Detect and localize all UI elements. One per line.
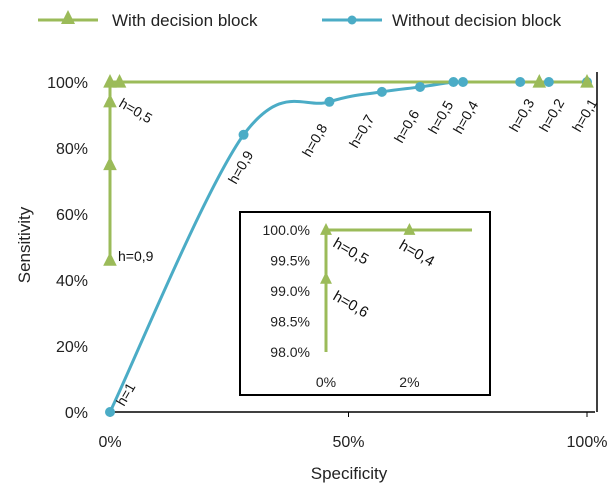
data-point-with-decision-block: [580, 74, 594, 88]
data-point-without-decision-block: [324, 96, 335, 107]
inset-data-point-with-decision-block: [403, 223, 416, 235]
data-point-without-decision-block: [448, 77, 459, 87]
legend-item-without-decision-block: Without decision block: [322, 11, 562, 30]
point-label-without-decision-block: h=0,6: [391, 107, 423, 146]
inset-y-tick-label: 98.5%: [270, 314, 310, 330]
y-axis-title: Sensitivity: [15, 206, 34, 283]
inset-y-tick-label: 99.0%: [270, 283, 310, 299]
y-tick-label: 100%: [47, 75, 88, 92]
inset-data-point-with-decision-block: [320, 271, 332, 284]
legend-circle-marker: [347, 15, 357, 25]
data-point-with-decision-block: [103, 156, 117, 171]
data-point-with-decision-block: [112, 74, 127, 88]
x-tick-label: 0%: [98, 434, 121, 451]
point-label-without-decision-block: h=0,4: [450, 98, 482, 137]
y-tick-label: 0%: [65, 405, 88, 422]
y-tick-label: 60%: [56, 207, 88, 224]
main-axis-ticks: 0% 20% 40% 60% 80% 100% 0% 50% 100%: [47, 72, 607, 451]
data-point-with-decision-block: [103, 252, 117, 266]
legend-item-with-decision-block: With decision block: [38, 10, 258, 30]
data-point-without-decision-block: [457, 77, 468, 87]
data-point-without-decision-block: [238, 129, 249, 140]
data-point-with-decision-block: [103, 93, 117, 108]
inset-y-tick-label: 99.5%: [270, 253, 310, 269]
data-point-with-decision-block: [103, 74, 117, 88]
legend-triangle-marker: [61, 10, 75, 24]
point-label-without-decision-block: h=0,1: [569, 96, 601, 135]
data-point-without-decision-block: [105, 407, 115, 417]
data-point-without-decision-block: [376, 86, 387, 97]
legend-label: With decision block: [112, 11, 258, 30]
inset-axis-ticks: 98.0% 98.5% 99.0% 99.5% 100.0% 0% 2%: [263, 222, 420, 390]
data-point-with-decision-block: [532, 74, 547, 88]
y-tick-label: 80%: [56, 141, 88, 158]
point-label-without-decision-block: h=1: [113, 380, 139, 409]
point-label-without-decision-block: h=0,7: [346, 112, 378, 151]
data-point-without-decision-block: [415, 81, 426, 92]
point-label-without-decision-block: h=0,9: [225, 148, 257, 187]
point-label-without-decision-block: h=0,2: [536, 96, 568, 135]
inset-y-tick-label: 100.0%: [263, 222, 310, 238]
x-tick-label: 50%: [332, 434, 364, 451]
legend-label: Without decision block: [392, 11, 562, 30]
point-label-with-decision-block: h=0,5: [117, 95, 156, 127]
legend: With decision block Without decision blo…: [38, 10, 562, 30]
data-point-without-decision-block: [543, 77, 554, 87]
data-point-without-decision-block: [515, 77, 526, 87]
x-tick-label: 100%: [567, 434, 608, 451]
inset-y-tick-label: 98.0%: [270, 344, 310, 360]
inset-x-tick-label: 2%: [399, 374, 419, 390]
inset-frame: [239, 211, 491, 396]
y-tick-label: 40%: [56, 273, 88, 290]
point-label-without-decision-block: h=0,3: [506, 96, 538, 135]
point-label-with-decision-block: h=0,9: [118, 248, 154, 264]
x-axis-title: Specificity: [311, 464, 388, 483]
inset-x-tick-label: 0%: [316, 374, 336, 390]
inset-data-point-with-decision-block: [320, 223, 332, 235]
point-label-without-decision-block: h=0,8: [299, 121, 331, 160]
y-tick-label: 20%: [56, 339, 88, 356]
